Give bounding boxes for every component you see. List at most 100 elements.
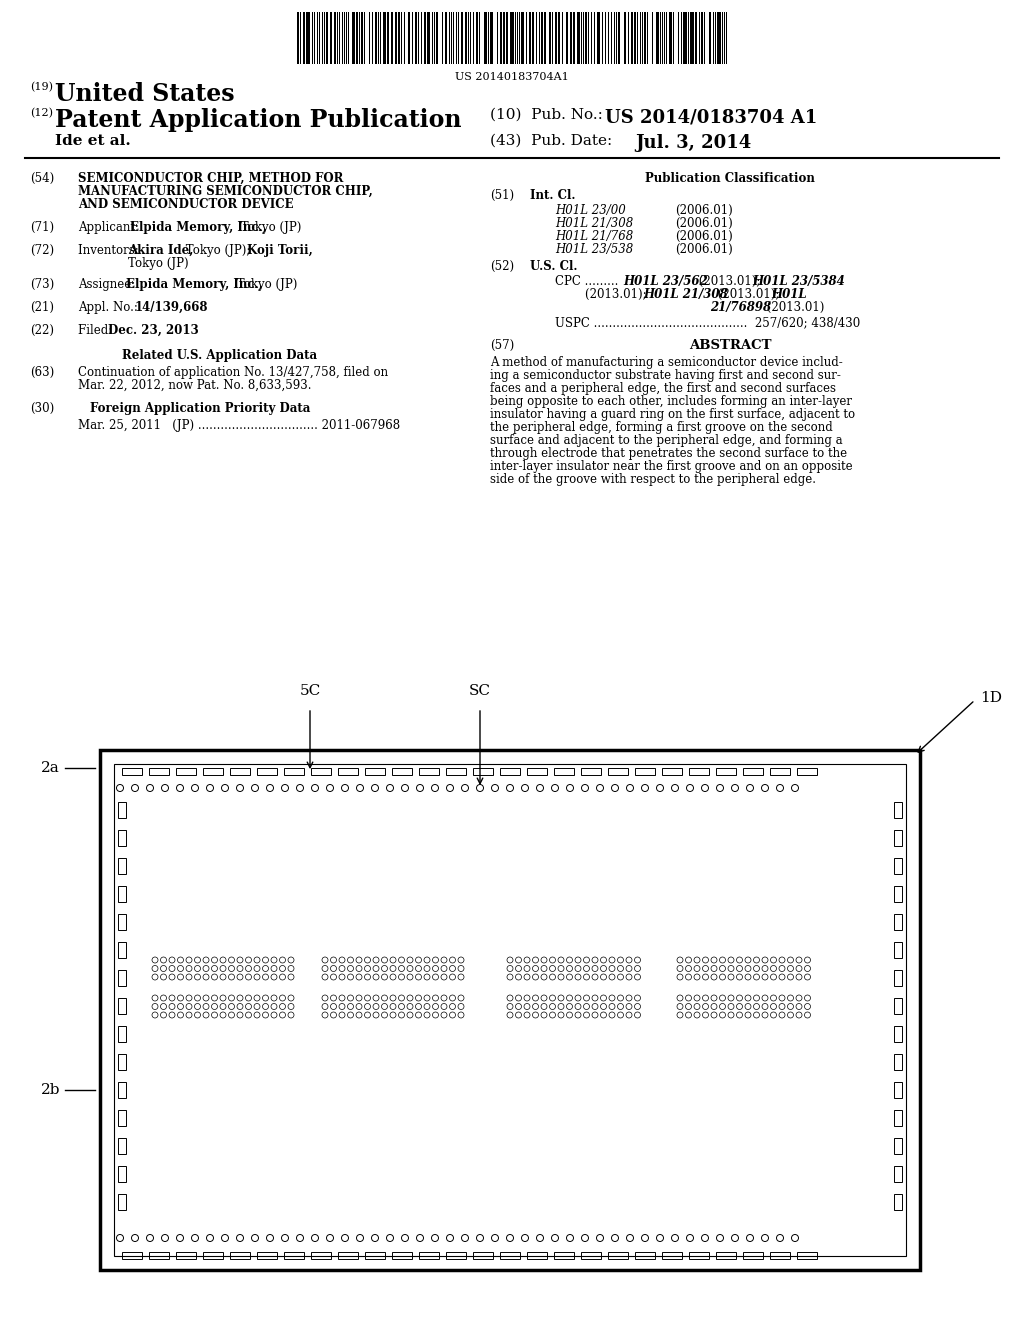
Bar	[894, 1195, 902, 1210]
Bar	[398, 12, 400, 63]
Bar	[391, 12, 393, 63]
Text: (2013.01);: (2013.01);	[585, 288, 650, 301]
Bar	[230, 1251, 250, 1259]
Bar	[717, 12, 721, 63]
Text: H01L: H01L	[771, 288, 807, 301]
Text: United States: United States	[55, 82, 234, 106]
Bar	[361, 12, 362, 63]
Bar	[634, 12, 636, 63]
Bar	[570, 12, 572, 63]
Bar	[581, 768, 601, 775]
Bar	[118, 886, 126, 902]
Text: (54): (54)	[30, 172, 54, 185]
Text: (2013.01): (2013.01)	[763, 301, 824, 314]
Bar	[894, 1053, 902, 1071]
Bar	[894, 886, 902, 902]
Text: Mar. 22, 2012, now Pat. No. 8,633,593.: Mar. 22, 2012, now Pat. No. 8,633,593.	[78, 379, 311, 392]
Bar	[555, 12, 557, 63]
Bar	[506, 12, 508, 63]
Bar	[770, 1251, 790, 1259]
Text: (2013.01);: (2013.01);	[714, 288, 783, 301]
Bar	[894, 1166, 902, 1181]
Bar	[118, 998, 126, 1014]
Bar	[419, 768, 439, 775]
Text: side of the groove with respect to the peripheral edge.: side of the groove with respect to the p…	[490, 473, 816, 486]
Text: being opposite to each other, includes forming an inter-layer: being opposite to each other, includes f…	[490, 395, 852, 408]
Bar	[669, 12, 672, 63]
Bar	[118, 1110, 126, 1126]
Text: U.S. Cl.: U.S. Cl.	[530, 260, 578, 273]
Bar	[894, 830, 902, 846]
Bar	[558, 12, 560, 63]
Bar	[150, 1251, 169, 1259]
Bar	[484, 12, 487, 63]
Text: 1D: 1D	[980, 690, 1002, 705]
Bar	[383, 12, 386, 63]
Bar	[894, 1082, 902, 1098]
Bar	[392, 768, 412, 775]
Bar	[387, 12, 389, 63]
Text: (19): (19)	[30, 82, 53, 92]
Text: inter-layer insulator near the first groove and on an opposite: inter-layer insulator near the first gro…	[490, 459, 853, 473]
Text: 21/76898: 21/76898	[710, 301, 771, 314]
Bar	[894, 998, 902, 1014]
Text: (72): (72)	[30, 244, 54, 257]
Bar	[203, 768, 223, 775]
Bar	[527, 768, 547, 775]
Bar	[257, 768, 278, 775]
Bar	[436, 12, 438, 63]
Bar	[424, 12, 426, 63]
Bar	[118, 858, 126, 874]
Bar	[257, 1251, 278, 1259]
Bar	[415, 12, 417, 63]
Text: (57): (57)	[490, 339, 514, 352]
Bar	[608, 1251, 628, 1259]
Text: (2006.01): (2006.01)	[675, 243, 733, 256]
Bar	[311, 1251, 331, 1259]
Bar	[500, 768, 520, 775]
Bar	[510, 12, 514, 63]
Bar	[338, 1251, 358, 1259]
Text: MANUFACTURING SEMICONDUCTOR CHIP,: MANUFACTURING SEMICONDUCTOR CHIP,	[78, 185, 373, 198]
Text: Tokyo (JP): Tokyo (JP)	[237, 220, 301, 234]
Bar	[695, 12, 697, 63]
Bar	[375, 12, 377, 63]
Text: (73): (73)	[30, 279, 54, 290]
Text: (30): (30)	[30, 403, 54, 414]
Bar	[408, 12, 410, 63]
Bar	[894, 1026, 902, 1041]
Text: Tokyo (JP): Tokyo (JP)	[233, 279, 297, 290]
Bar	[894, 942, 902, 958]
Bar	[118, 970, 126, 986]
Bar	[445, 12, 447, 63]
Text: insulator having a guard ring on the first surface, adjacent to: insulator having a guard ring on the fir…	[490, 408, 855, 421]
Text: (52): (52)	[490, 260, 514, 273]
Text: Elpida Memory, Inc.,: Elpida Memory, Inc.,	[130, 220, 266, 234]
Text: H01L 23/538: H01L 23/538	[555, 243, 633, 256]
Bar	[118, 913, 126, 931]
Bar	[118, 1082, 126, 1098]
Text: Foreign Application Priority Data: Foreign Application Priority Data	[90, 403, 310, 414]
Bar	[635, 768, 655, 775]
Bar	[644, 12, 646, 63]
Bar	[500, 1251, 520, 1259]
Text: Assignee:: Assignee:	[78, 279, 139, 290]
Text: AND SEMICONDUCTOR DEVICE: AND SEMICONDUCTOR DEVICE	[78, 198, 294, 211]
Text: Continuation of application No. 13/427,758, filed on: Continuation of application No. 13/427,7…	[78, 366, 388, 379]
Bar	[365, 1251, 385, 1259]
Bar	[118, 830, 126, 846]
Text: (63): (63)	[30, 366, 54, 379]
Bar	[894, 913, 902, 931]
Bar	[894, 803, 902, 818]
Text: (2006.01): (2006.01)	[675, 230, 733, 243]
Text: Inventors:: Inventors:	[78, 244, 142, 257]
Bar	[118, 1138, 126, 1154]
Bar	[662, 768, 682, 775]
Bar	[334, 12, 336, 63]
Bar	[554, 768, 574, 775]
Bar	[709, 12, 711, 63]
Text: (71): (71)	[30, 220, 54, 234]
Bar	[476, 12, 478, 63]
Text: Ide et al.: Ide et al.	[55, 135, 131, 148]
Text: SEMICONDUCTOR CHIP, METHOD FOR: SEMICONDUCTOR CHIP, METHOD FOR	[78, 172, 343, 185]
